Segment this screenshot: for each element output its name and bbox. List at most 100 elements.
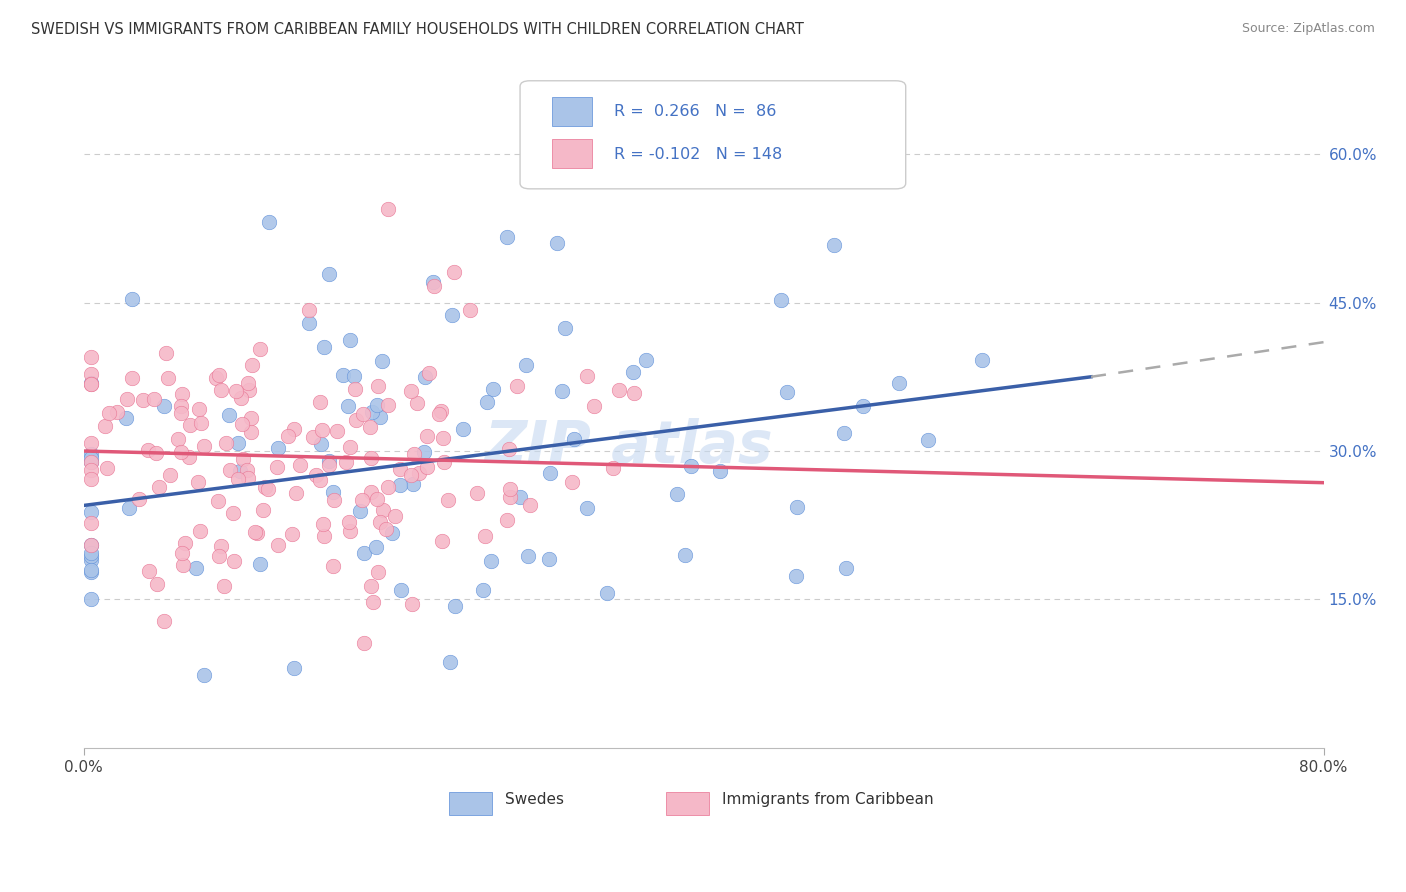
Point xyxy=(314,341,336,355)
Point xyxy=(388,478,411,492)
Point xyxy=(416,459,439,474)
Point xyxy=(343,382,366,396)
Point xyxy=(209,383,232,397)
Point xyxy=(326,424,349,438)
Text: Source: ZipAtlas.com: Source: ZipAtlas.com xyxy=(1241,22,1375,36)
Point xyxy=(887,376,910,391)
Point xyxy=(561,475,583,490)
Point xyxy=(416,429,439,443)
Point xyxy=(636,353,658,368)
Point xyxy=(458,302,481,317)
Point xyxy=(236,376,259,391)
Point xyxy=(823,237,845,252)
Point xyxy=(298,303,321,318)
Point xyxy=(266,459,288,474)
Point xyxy=(96,460,118,475)
Point xyxy=(377,202,399,216)
Point xyxy=(259,215,281,229)
Point xyxy=(623,385,645,400)
Point xyxy=(193,439,215,453)
Point xyxy=(596,586,619,600)
Point xyxy=(80,565,103,579)
Point xyxy=(80,376,103,390)
Point xyxy=(481,382,503,396)
Point xyxy=(80,552,103,566)
Point xyxy=(366,492,388,507)
Point xyxy=(352,492,374,507)
Point xyxy=(332,368,354,383)
Point xyxy=(917,433,939,447)
Point xyxy=(80,505,103,519)
Point xyxy=(440,309,463,323)
Point xyxy=(353,546,375,560)
Point xyxy=(80,455,103,469)
Point xyxy=(240,425,263,439)
Point xyxy=(142,392,165,406)
Point xyxy=(413,369,436,384)
Point xyxy=(422,275,444,289)
Point xyxy=(451,422,474,436)
Point xyxy=(359,420,381,434)
Point xyxy=(208,549,231,564)
Point xyxy=(439,655,461,669)
Point xyxy=(371,503,394,517)
Point xyxy=(401,597,423,611)
Point xyxy=(709,464,731,478)
Point xyxy=(298,316,321,330)
Point xyxy=(576,369,599,384)
Text: R =  0.266   N =  86: R = 0.266 N = 86 xyxy=(614,104,776,120)
Point xyxy=(97,406,120,420)
Point xyxy=(121,292,143,306)
Point xyxy=(290,458,312,472)
FancyBboxPatch shape xyxy=(553,97,592,127)
Point xyxy=(80,463,103,477)
Point xyxy=(246,526,269,541)
Point xyxy=(80,436,103,450)
Point xyxy=(495,513,517,527)
Point xyxy=(80,546,103,560)
Point xyxy=(80,447,103,461)
Point xyxy=(229,391,252,405)
Point xyxy=(408,467,430,481)
Point xyxy=(190,417,212,431)
Point xyxy=(283,422,305,436)
Point xyxy=(226,472,249,486)
Point xyxy=(515,358,537,372)
Point xyxy=(336,399,359,413)
Point xyxy=(226,435,249,450)
Point xyxy=(280,527,302,541)
Point xyxy=(602,461,624,475)
Point xyxy=(582,399,605,413)
Point xyxy=(418,367,440,381)
Point xyxy=(157,371,180,385)
Point xyxy=(222,554,245,568)
Point xyxy=(349,504,371,518)
Point xyxy=(776,385,799,400)
Point xyxy=(361,595,384,609)
Point xyxy=(437,492,460,507)
Point xyxy=(423,279,446,293)
Point xyxy=(179,417,201,432)
Point xyxy=(80,350,103,364)
Point xyxy=(219,463,242,477)
Point xyxy=(472,583,495,598)
Point xyxy=(80,563,103,577)
Point xyxy=(148,480,170,494)
Text: Immigrants from Caribbean: Immigrants from Caribbean xyxy=(723,792,934,807)
Point xyxy=(339,524,361,538)
Point xyxy=(402,477,425,491)
Point xyxy=(546,236,568,251)
Point xyxy=(413,445,436,459)
Point xyxy=(430,404,453,418)
FancyBboxPatch shape xyxy=(666,791,709,815)
Point xyxy=(169,399,191,413)
Point xyxy=(159,468,181,483)
Point xyxy=(785,569,807,583)
Point xyxy=(506,378,529,392)
Point xyxy=(318,454,340,468)
Point xyxy=(80,451,103,466)
Point xyxy=(367,379,389,393)
Point xyxy=(551,384,574,399)
Point xyxy=(368,409,391,424)
Point xyxy=(170,406,193,420)
